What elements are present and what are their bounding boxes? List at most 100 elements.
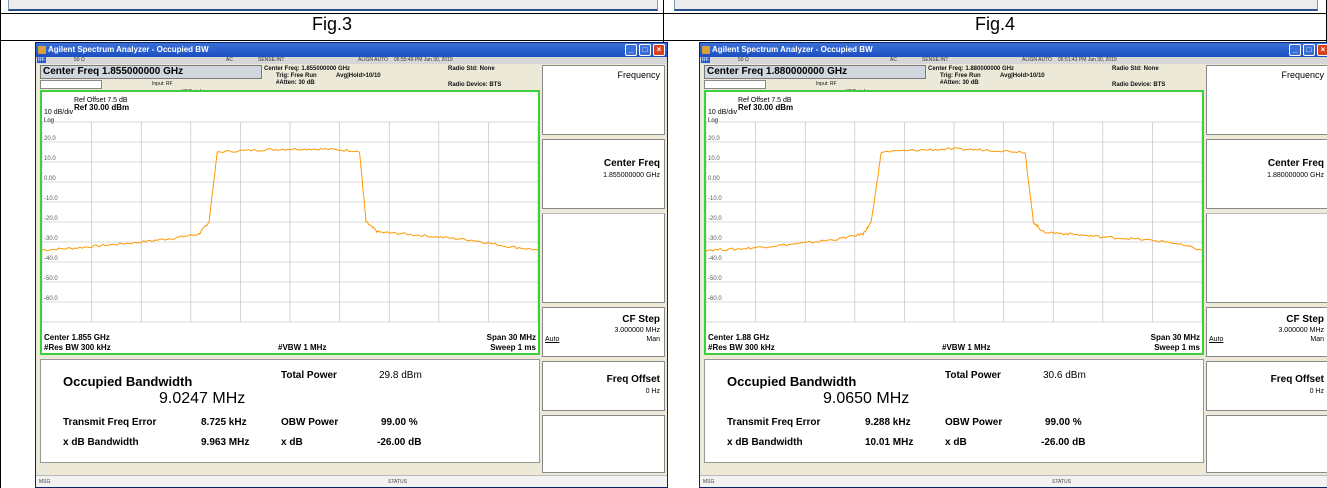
center-freq-info: Center Freq: 1.880000000 GHz [928,66,1015,72]
softkey-center-freq[interactable]: Center Freq 1.880000000 GHz [1206,139,1327,209]
ref-offset: Ref Offset 7.5 dB [738,97,792,104]
softkey-cf-step-auto[interactable]: Auto [1209,336,1224,343]
message-status-bar: MSG STATUS [36,475,667,487]
total-power-label: Total Power [945,370,1001,381]
timestamp: 06:55:49 PM Jan 30, 2019 [394,57,453,63]
total-power-value: 29.8 dBm [379,370,422,381]
window-titlebar[interactable]: Agilent Spectrum Analyzer - Occupied BW … [700,43,1327,57]
softkey-freq-offset-title: Freq Offset [606,374,660,385]
center-freq-entry[interactable]: Center Freq 1.880000000 GHz [704,65,926,79]
softkey-blank [1206,213,1327,303]
minimize-icon[interactable]: _ [1289,44,1301,56]
softkey-cf-step-man[interactable]: Man [1310,336,1324,343]
softkey-freq-offset[interactable]: Freq Offset 0 Hz [542,361,665,411]
ref-level: Ref 30.00 dBm [74,103,130,112]
y-tick-label: -40.0 [708,256,722,262]
previous-figure-strip-left [8,0,658,11]
obw-power-label: OBW Power [281,417,339,428]
softkey-blank [1206,415,1327,473]
obw-power-value: 99.00 % [1045,417,1082,428]
entry-subfield[interactable] [40,80,102,89]
res-bw-label: #Res BW 300 kHz [44,343,111,352]
softkey-center-freq-title: Center Freq [1267,158,1324,169]
timestamp: 06:51:43 PM Jan 30, 2019 [1058,57,1117,63]
app-icon [38,46,46,54]
menu-title: Frequency [617,70,660,80]
message-status-bar: MSG STATUS [700,475,1327,487]
softkey-center-freq[interactable]: Center Freq 1.855000000 GHz [542,139,665,209]
occupied-bw-label: Occupied Bandwidth [727,374,857,389]
xdb-bw-value: 9.963 MHz [201,437,250,448]
avg-info: Avg|Hold>10/10 [1000,73,1045,79]
msg-label: MSG [703,479,715,485]
softkey-cf-step-man[interactable]: Man [646,336,660,343]
vbw-label: #VBW 1 MHz [942,343,991,352]
softkey-cf-step[interactable]: CF Step 3.000000 MHz Auto Man [542,307,665,357]
xdb-bw-label: x dB Bandwidth [727,437,803,448]
scale-label: 10 dB/div [708,109,738,116]
tx-freq-error-label: Transmit Freq Error [727,417,821,428]
softkey-center-freq-title: Center Freq [603,158,660,169]
y-tick-label: -60.0 [708,296,722,302]
scale-label: 10 dB/div [44,109,74,116]
softkey-center-freq-value: 1.855000000 GHz [603,172,660,179]
sweep-label: Sweep 1 ms [490,343,536,352]
softkey-frequency-menu[interactable]: Frequency [542,65,665,135]
analyzer-window-fig3: Agilent Spectrum Analyzer - Occupied BW … [35,42,668,488]
spectrum-trace [42,147,538,252]
softkey-freq-offset[interactable]: Freq Offset 0 Hz [1206,361,1327,411]
spectrum-trace-area: 20.0 10.0 0.00 -10.0 -20.0 -30.0 -40.0 -50.0 -60… [42,121,538,323]
status-label: STATUS [1052,479,1071,485]
softkey-freq-offset-value: 0 Hz [645,388,660,395]
settings-status-row: RF 50 Ω AC SENSE:INT ALIGN AUTO 06:51:43… [700,57,1327,64]
figure-caption-left: Fig.3 [311,14,353,34]
log-label: Log [44,118,55,124]
figure-caption-right: Fig.4 [974,14,1016,34]
app-icon [702,46,710,54]
window-titlebar[interactable]: Agilent Spectrum Analyzer - Occupied BW … [36,43,667,57]
occupied-bw-value: 9.0247 MHz [159,390,246,407]
trig-info: Trig: Free Run [940,73,981,79]
y-tick-label: -30.0 [44,236,58,242]
measurement-results: Occupied Bandwidth 9.0247 MHz Total Powe… [40,359,540,463]
softkey-freq-offset-value: 0 Hz [1309,388,1324,395]
table-border [0,0,1,488]
previous-figure-strip-right [674,0,1318,11]
close-icon[interactable]: × [653,44,665,56]
entry-subfield[interactable] [704,80,766,89]
sense-label: SENSE:INT [922,57,949,63]
xdb-value: -26.00 dB [1041,437,1086,448]
center-freq-entry[interactable]: Center Freq 1.855000000 GHz [40,65,262,79]
maximize-icon[interactable]: □ [639,44,651,56]
ref-offset: Ref Offset 7.5 dB [74,97,128,104]
radio-std: Radio Std: None [448,66,495,72]
xdb-bw-label: x dB Bandwidth [63,437,139,448]
impedance-label: 50 Ω [74,57,85,63]
softkey-cf-step[interactable]: CF Step 3.000000 MHz Auto Man [1206,307,1327,357]
minimize-icon[interactable]: _ [625,44,637,56]
softkey-cf-step-value: 3.000000 MHz [614,327,660,334]
close-icon[interactable]: × [1317,44,1327,56]
softkey-frequency-menu[interactable]: Frequency [1206,65,1327,135]
softkey-cf-step-value: 3.000000 MHz [1278,327,1324,334]
total-power-label: Total Power [281,370,337,381]
maximize-icon[interactable]: □ [1303,44,1315,56]
y-tick-label: -50.0 [708,276,722,282]
xdb-value: -26.00 dB [377,437,422,448]
align-label: ALIGN AUTO [1022,57,1052,63]
tx-freq-error-value: 8.725 kHz [201,417,247,428]
xdb-bw-value: 10.01 MHz [865,437,914,448]
y-tick-label: -60.0 [44,296,58,302]
softkey-freq-offset-title: Freq Offset [1270,374,1324,385]
spectrum-trace-area: 20.0 10.0 0.00 -10.0 -20.0 -30.0 -40.0 -50.0 -60… [706,121,1202,323]
sweep-label: Sweep 1 ms [1154,343,1200,352]
softkey-blank [542,415,665,473]
softkey-cf-step-auto[interactable]: Auto [545,336,560,343]
softkey-blank [542,213,665,303]
log-label: Log [708,118,719,124]
msg-label: MSG [39,479,51,485]
y-tick-label: -10.0 [44,196,58,202]
y-tick-label: 10.0 [708,156,720,162]
occupied-bw-label: Occupied Bandwidth [63,374,193,389]
span-label: Span 30 MHz [486,333,536,342]
